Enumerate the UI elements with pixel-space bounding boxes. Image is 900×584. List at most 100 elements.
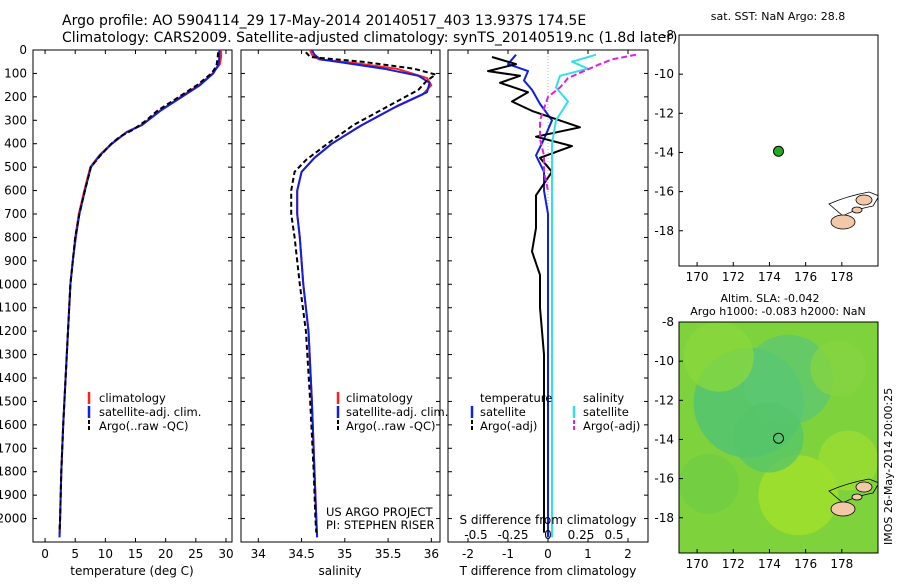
coastline xyxy=(828,191,878,217)
map-x-tick-label: 174 xyxy=(758,557,781,571)
island xyxy=(830,214,856,230)
map-y-tick-label: -8 xyxy=(662,315,674,329)
series-line-temperature-satellite xyxy=(507,54,553,538)
temperature-legend: climatology satellite-adj. clim. Argo(..… xyxy=(87,391,201,433)
salinity-plot-area xyxy=(290,50,437,538)
argo-position-marker xyxy=(773,432,784,444)
axes-ticks: 0 5 10 15 20 25 30 34 34.5 35 35.5 36 -2 -1 0 1 20100200… xyxy=(0,43,648,561)
sla-field-patch xyxy=(758,455,839,536)
figure-title-line1: Argo profile: AO 5904114_29 17-May-2014 … xyxy=(62,13,586,29)
difference-xlabel-top: S difference from climatology xyxy=(460,513,637,527)
series-line-salinity-satellite xyxy=(551,53,597,538)
s-tick-label: -0.5 xyxy=(464,528,487,542)
legend-header-salinity: salinity xyxy=(583,391,624,405)
y-tick-label: 400 xyxy=(4,137,27,151)
figure-title-line2: Climatology: CARS2009. Satellite-adjuste… xyxy=(62,30,677,46)
legend-label-climatology: climatology xyxy=(346,391,413,405)
x-tick-label: 10 xyxy=(98,547,113,561)
map-y-tick-label: -14 xyxy=(654,432,674,446)
map-y-tick-label: -18 xyxy=(654,224,674,238)
y-tick-label: 500 xyxy=(4,160,27,174)
salinity-xlabel: salinity xyxy=(318,564,361,578)
y-tick-label: 2000 xyxy=(0,512,27,526)
map-y-tick-label: -8 xyxy=(662,28,674,42)
series-line-argo-raw-qc- xyxy=(290,51,437,533)
legend-label-temp-argo: Argo(-adj) xyxy=(480,419,537,433)
map-x-tick-label: 170 xyxy=(686,270,709,284)
island xyxy=(851,206,863,214)
salinity-panel-frame xyxy=(240,49,441,543)
map-frame xyxy=(678,34,879,267)
sla-map-title-line2: Argo h1000: -0.083 h2000: NaN xyxy=(690,305,866,318)
y-tick-label: 1000 xyxy=(0,277,27,291)
x-tick-label: 1 xyxy=(584,547,592,561)
x-tick-label: 20 xyxy=(158,547,173,561)
y-tick-label: 1500 xyxy=(0,394,27,408)
x-tick-label: 5 xyxy=(71,547,79,561)
y-tick-label: 1700 xyxy=(0,441,27,455)
map-x-tick-label: 176 xyxy=(794,270,817,284)
salinity-legend: climatology satellite-adj. clim. Argo(..… xyxy=(336,391,448,433)
map-x-tick-label: 178 xyxy=(830,557,853,571)
series-line-argo-raw-qc- xyxy=(58,52,220,533)
island xyxy=(855,194,873,206)
island xyxy=(830,501,856,517)
difference-legend: temperature salinity satellite Argo(-adj… xyxy=(470,391,640,433)
x-tick-label: 2 xyxy=(624,547,632,561)
map-frame xyxy=(678,321,879,554)
legend-label-climatology: climatology xyxy=(99,391,166,405)
y-tick-label: 700 xyxy=(4,207,27,221)
map-content xyxy=(679,322,878,536)
series-line-satellite-adj-clim- xyxy=(58,50,221,538)
x-tick-label: -2 xyxy=(462,547,474,561)
sla-map: 170 172 174 176 178 -8 -10 -12 -14 -16 -18 xyxy=(654,315,879,571)
map-y-tick-label: -10 xyxy=(654,354,674,368)
x-tick-label: 0 xyxy=(41,547,49,561)
series-line-salinity-argo-adj- xyxy=(539,53,637,191)
map-x-tick-label: 176 xyxy=(794,557,817,571)
y-tick-label: 1100 xyxy=(0,301,27,315)
y-tick-label: 1300 xyxy=(0,348,27,362)
difference-xlabel: T difference from climatology xyxy=(459,564,637,578)
s-tick-label: -0.25 xyxy=(497,528,528,542)
sla-field-patch xyxy=(810,340,867,397)
x-tick-label: 34 xyxy=(251,547,266,561)
sla-field-patch xyxy=(733,402,804,473)
island xyxy=(855,481,873,493)
sst-map-title: sat. SST: NaN Argo: 28.8 xyxy=(711,10,845,23)
series-line-climatology xyxy=(58,50,223,538)
x-tick-label: -1 xyxy=(502,547,514,561)
map-y-tick-label: -14 xyxy=(654,145,674,159)
island xyxy=(851,493,863,501)
map-y-tick-label: -16 xyxy=(654,185,674,199)
map-x-tick-label: 178 xyxy=(830,270,853,284)
legend-label-satellite: satellite-adj. clim. xyxy=(346,405,448,419)
x-tick-label: 35.5 xyxy=(375,547,402,561)
argo-position-marker xyxy=(773,145,784,157)
sla-field-patch xyxy=(743,334,834,425)
x-tick-label: 35 xyxy=(337,547,352,561)
map-x-tick-label: 172 xyxy=(722,270,745,284)
map-y-tick-label: -12 xyxy=(654,106,674,120)
y-tick-label: 100 xyxy=(4,66,27,80)
y-tick-label: 600 xyxy=(4,184,27,198)
x-tick-label: 25 xyxy=(188,547,203,561)
x-tick-label: 36 xyxy=(424,547,439,561)
y-tick-label: 1900 xyxy=(0,488,27,502)
map-y-tick-label: -16 xyxy=(654,472,674,486)
sla-field-patch xyxy=(818,430,878,491)
series-line-satellite-adj-clim- xyxy=(296,50,431,538)
temperature-panel-frame xyxy=(32,49,233,543)
map-y-tick-label: -18 xyxy=(654,511,674,525)
credit-text: IMOS 26-May-2014 20:00:25 xyxy=(882,388,895,545)
legend-label-temp-satellite: satellite xyxy=(480,405,526,419)
s-tick-label: 0.5 xyxy=(604,528,623,542)
x-tick-label: 0 xyxy=(544,547,552,561)
legend-label-satellite: satellite-adj. clim. xyxy=(99,405,201,419)
legend-label-argo: Argo(..raw -QC) xyxy=(346,419,436,433)
y-tick-label: 800 xyxy=(4,230,27,244)
map-y-tick-label: -12 xyxy=(654,393,674,407)
x-tick-label: 34.5 xyxy=(288,547,315,561)
